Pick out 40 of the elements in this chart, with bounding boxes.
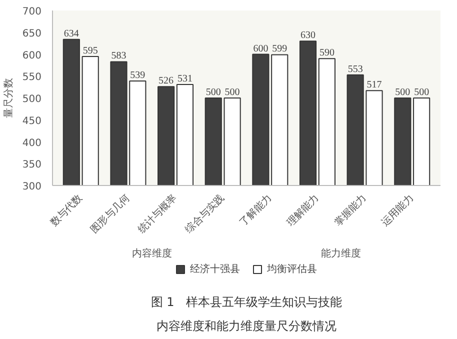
data-label: 634 — [64, 28, 79, 40]
y-tick-label: 500 — [22, 94, 42, 105]
data-label: 531 — [177, 73, 192, 84]
x-tick-label: 理解能力 — [284, 192, 322, 229]
data-label: 595 — [82, 45, 98, 56]
text: 内容维度和能力维度量尺分数情况 — [156, 318, 336, 333]
data-label: 500 — [395, 87, 410, 98]
y-axis-title: 量尺分数 — [2, 78, 14, 118]
text: 内容维度 — [132, 248, 172, 260]
x-tick-label: 运用能力 — [379, 192, 416, 229]
text: 图 1 样本县五年级学生知识与技能 — [150, 295, 342, 310]
data-label: 599 — [272, 44, 288, 55]
data-label: 583 — [111, 50, 126, 62]
y-tick-label: 350 — [22, 160, 42, 171]
legend-label: 经济十强县 — [190, 262, 240, 276]
data-label: 500 — [206, 87, 221, 98]
x-tick-label: 了解能力 — [237, 192, 274, 229]
text: 能力维度 — [321, 248, 362, 260]
data-label: 590 — [319, 48, 334, 59]
x-tick-label: 统计与概率 — [136, 192, 180, 236]
data-label: 500 — [414, 87, 430, 98]
data-label: 539 — [130, 70, 146, 81]
data-label: 553 — [348, 64, 363, 75]
x-tick-label: 综合与实践 — [182, 192, 227, 236]
y-tick-label: 600 — [22, 50, 42, 62]
data-label: 630 — [300, 30, 316, 42]
data-label: 600 — [253, 43, 268, 54]
x-tick-label: 数与代数 — [48, 192, 85, 229]
data-label: 500 — [224, 87, 240, 98]
y-tick-label: 300 — [22, 182, 42, 192]
y-tick-label: 650 — [22, 28, 42, 40]
y-tick-label: 700 — [22, 6, 42, 18]
data-label: 526 — [158, 76, 174, 87]
legend-label: 均衡评估县 — [267, 263, 317, 276]
y-tick-label: 550 — [22, 72, 42, 84]
y-tick-label: 400 — [22, 138, 42, 149]
x-tick-label: 掌握能力 — [332, 192, 369, 229]
x-tick-label: 图形与几何 — [88, 192, 132, 236]
data-label: 517 — [366, 80, 382, 91]
y-tick-label: 450 — [22, 116, 42, 127]
